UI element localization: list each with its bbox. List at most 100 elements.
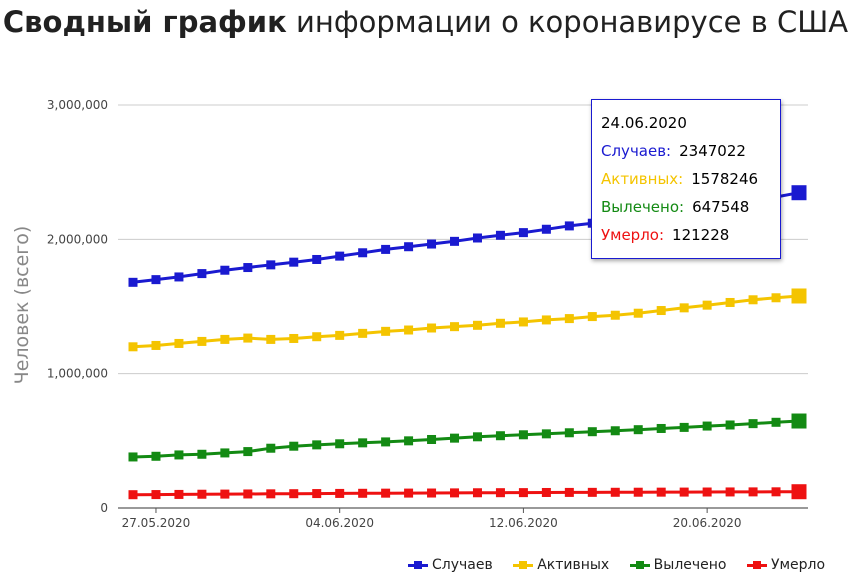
- data-point-recovered[interactable]: [702, 421, 712, 431]
- data-point-active[interactable]: [633, 308, 643, 318]
- data-point-cases[interactable]: [427, 239, 437, 249]
- data-point-deaths[interactable]: [427, 488, 437, 498]
- data-point-recovered[interactable]: [472, 432, 482, 442]
- data-point-recovered[interactable]: [358, 438, 368, 448]
- data-point-active[interactable]: [312, 332, 322, 342]
- data-point-active[interactable]: [220, 334, 230, 344]
- data-point-active[interactable]: [197, 336, 207, 346]
- data-point-recovered[interactable]: [266, 443, 276, 453]
- data-point-deaths[interactable]: [335, 488, 345, 498]
- data-point-deaths[interactable]: [791, 484, 807, 500]
- data-point-cases[interactable]: [541, 224, 551, 234]
- data-point-deaths[interactable]: [564, 487, 574, 497]
- data-point-recovered[interactable]: [587, 427, 597, 437]
- data-point-cases[interactable]: [243, 263, 253, 273]
- data-point-recovered[interactable]: [312, 440, 322, 450]
- data-point-deaths[interactable]: [610, 487, 620, 497]
- data-point-cases[interactable]: [174, 272, 184, 282]
- data-point-deaths[interactable]: [702, 487, 712, 497]
- data-point-cases[interactable]: [358, 248, 368, 258]
- data-point-active[interactable]: [243, 333, 253, 343]
- data-point-recovered[interactable]: [174, 450, 184, 460]
- data-point-active[interactable]: [564, 314, 574, 324]
- data-point-cases[interactable]: [220, 265, 230, 275]
- data-point-recovered[interactable]: [771, 417, 781, 427]
- data-point-deaths[interactable]: [381, 488, 391, 498]
- data-point-recovered[interactable]: [610, 426, 620, 436]
- data-point-recovered[interactable]: [791, 413, 807, 429]
- data-point-active[interactable]: [656, 306, 666, 316]
- data-point-recovered[interactable]: [151, 451, 161, 461]
- legend-item-recovered[interactable]: Вылечено: [629, 557, 727, 573]
- data-point-recovered[interactable]: [679, 422, 689, 432]
- data-point-active[interactable]: [725, 297, 735, 307]
- data-point-deaths[interactable]: [197, 489, 207, 499]
- data-point-active[interactable]: [610, 310, 620, 320]
- data-point-recovered[interactable]: [564, 428, 574, 438]
- data-point-active[interactable]: [771, 293, 781, 303]
- data-point-active[interactable]: [541, 315, 551, 325]
- data-point-recovered[interactable]: [128, 452, 138, 462]
- data-point-deaths[interactable]: [220, 489, 230, 499]
- data-point-recovered[interactable]: [541, 429, 551, 439]
- data-point-active[interactable]: [679, 303, 689, 313]
- data-point-active[interactable]: [266, 334, 276, 344]
- data-point-recovered[interactable]: [725, 420, 735, 430]
- data-point-cases[interactable]: [564, 221, 574, 231]
- data-point-active[interactable]: [404, 325, 414, 335]
- data-point-deaths[interactable]: [541, 487, 551, 497]
- data-point-deaths[interactable]: [312, 489, 322, 499]
- data-point-recovered[interactable]: [289, 441, 299, 451]
- data-point-active[interactable]: [289, 333, 299, 343]
- data-point-cases[interactable]: [197, 269, 207, 279]
- data-point-active[interactable]: [450, 322, 460, 332]
- data-point-recovered[interactable]: [427, 434, 437, 444]
- data-point-active[interactable]: [151, 340, 161, 350]
- data-point-active[interactable]: [791, 288, 807, 304]
- data-point-deaths[interactable]: [771, 487, 781, 497]
- data-point-cases[interactable]: [518, 228, 528, 238]
- data-point-deaths[interactable]: [243, 489, 253, 499]
- data-point-cases[interactable]: [472, 233, 482, 243]
- data-point-recovered[interactable]: [518, 430, 528, 440]
- data-point-deaths[interactable]: [679, 487, 689, 497]
- data-point-deaths[interactable]: [495, 488, 505, 498]
- data-point-recovered[interactable]: [243, 447, 253, 457]
- data-point-cases[interactable]: [151, 275, 161, 285]
- data-point-active[interactable]: [427, 323, 437, 333]
- legend-item-cases[interactable]: Случаев: [408, 557, 493, 573]
- data-point-deaths[interactable]: [748, 487, 758, 497]
- data-point-recovered[interactable]: [495, 431, 505, 441]
- data-point-recovered[interactable]: [197, 449, 207, 459]
- data-point-cases[interactable]: [791, 185, 807, 201]
- data-point-deaths[interactable]: [266, 489, 276, 499]
- data-point-recovered[interactable]: [220, 448, 230, 458]
- data-point-deaths[interactable]: [587, 487, 597, 497]
- data-point-cases[interactable]: [312, 254, 322, 264]
- data-point-cases[interactable]: [335, 251, 345, 261]
- data-point-cases[interactable]: [266, 260, 276, 270]
- data-point-recovered[interactable]: [656, 423, 666, 433]
- data-point-active[interactable]: [174, 338, 184, 348]
- data-point-active[interactable]: [381, 326, 391, 336]
- data-point-deaths[interactable]: [472, 488, 482, 498]
- data-point-recovered[interactable]: [633, 425, 643, 435]
- data-point-deaths[interactable]: [128, 490, 138, 500]
- data-point-recovered[interactable]: [335, 439, 345, 449]
- data-point-deaths[interactable]: [358, 488, 368, 498]
- data-point-recovered[interactable]: [450, 433, 460, 443]
- data-point-deaths[interactable]: [656, 487, 666, 497]
- data-point-recovered[interactable]: [404, 436, 414, 446]
- data-point-deaths[interactable]: [174, 489, 184, 499]
- data-point-deaths[interactable]: [725, 487, 735, 497]
- data-point-deaths[interactable]: [289, 489, 299, 499]
- data-point-cases[interactable]: [495, 230, 505, 240]
- data-point-recovered[interactable]: [748, 419, 758, 429]
- data-point-deaths[interactable]: [404, 488, 414, 498]
- data-point-active[interactable]: [518, 317, 528, 327]
- data-point-active[interactable]: [748, 295, 758, 305]
- data-point-active[interactable]: [472, 320, 482, 330]
- data-point-recovered[interactable]: [381, 437, 391, 447]
- data-point-active[interactable]: [358, 328, 368, 338]
